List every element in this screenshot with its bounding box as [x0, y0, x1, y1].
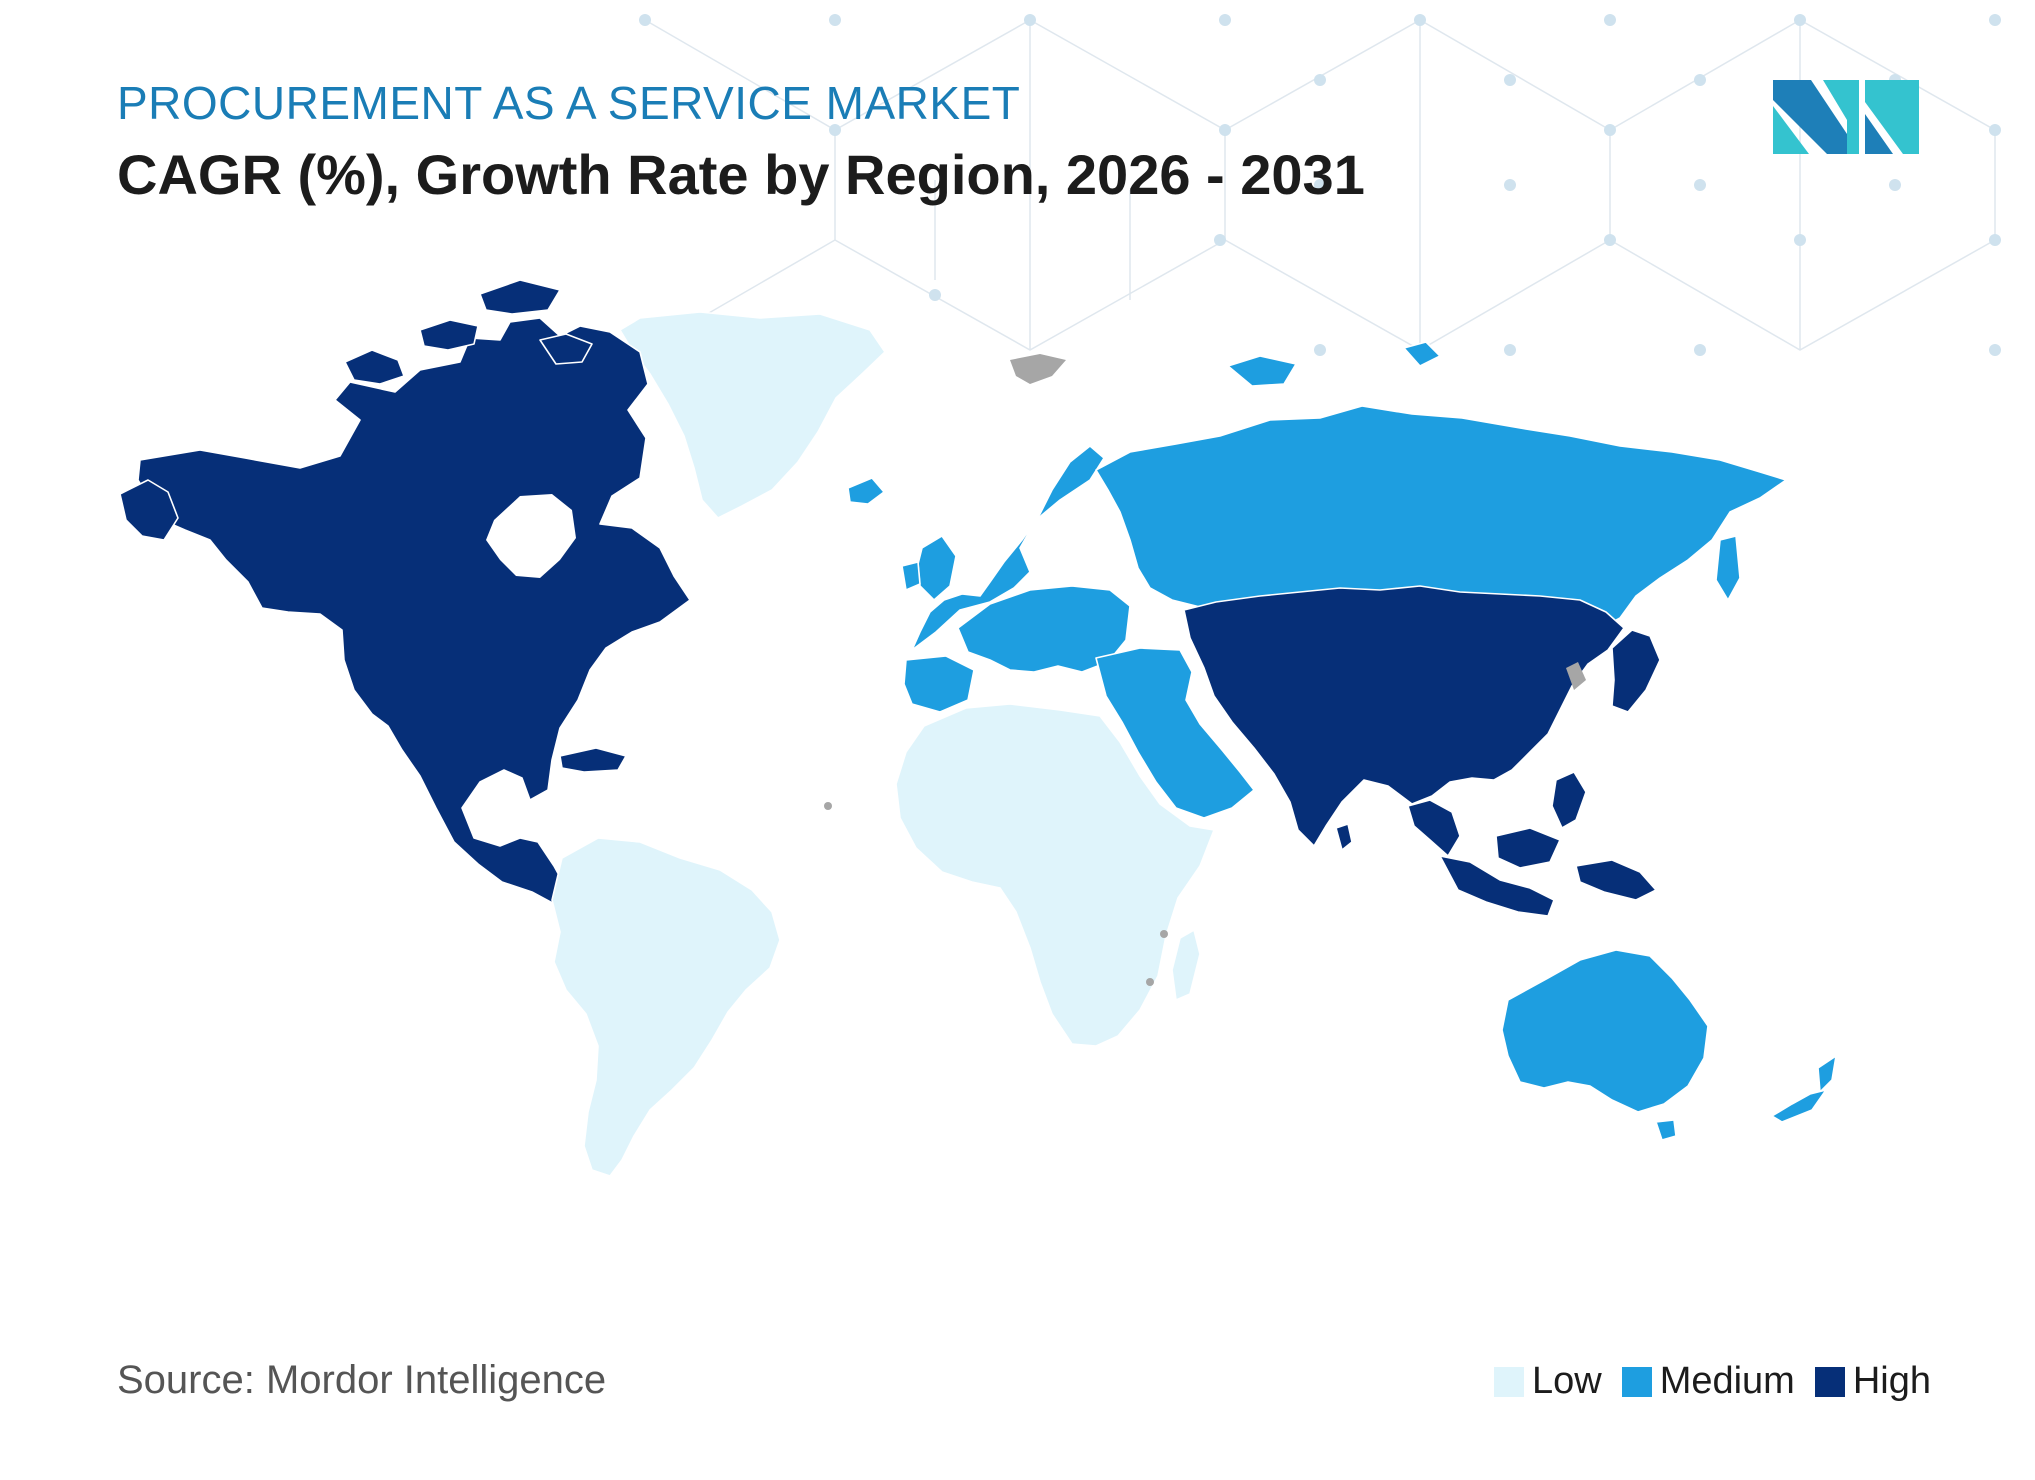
legend-swatch-low — [1493, 1366, 1524, 1397]
source-note: Source: Mordor Intelligence — [117, 1358, 607, 1402]
legend-swatch-medium — [1621, 1366, 1652, 1397]
legend-item-medium: Medium — [1621, 1360, 1795, 1403]
chart-kicker: PROCUREMENT AS A SERVICE MARKET — [117, 77, 1021, 129]
legend-label-low: Low — [1531, 1360, 1602, 1402]
region-middle-east — [1095, 647, 1255, 819]
mordor-intelligence-logo — [1773, 80, 1919, 154]
region-asia — [1183, 585, 1661, 917]
chart-title: CAGR (%), Growth Rate by Region, 2026 - … — [117, 143, 1365, 206]
region-australia — [1501, 949, 1837, 1141]
map-legend: Low Medium High — [1493, 1360, 1931, 1403]
region-south-america — [551, 837, 781, 1177]
hudson-bay — [486, 494, 576, 578]
legend-label-medium: Medium — [1659, 1360, 1795, 1402]
legend-label-high: High — [1852, 1360, 1931, 1402]
region-greenland — [619, 311, 886, 519]
region-africa — [895, 703, 1215, 1047]
legend-swatch-high — [1814, 1366, 1845, 1397]
legend-item-high: High — [1814, 1360, 1931, 1403]
region-russia — [1095, 341, 1787, 631]
legend-item-low: Low — [1493, 1360, 1602, 1403]
region-madagascar — [1171, 929, 1201, 1001]
region-north-america — [119, 279, 691, 907]
region-no-data — [824, 354, 1586, 986]
region-europe — [847, 445, 1131, 713]
